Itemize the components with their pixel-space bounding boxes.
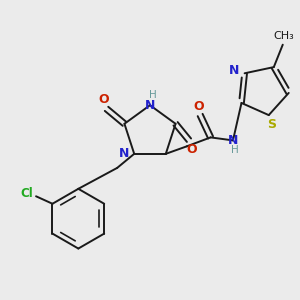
Text: CH₃: CH₃ <box>274 31 295 41</box>
Text: O: O <box>193 100 204 112</box>
Text: Cl: Cl <box>21 187 34 200</box>
Text: O: O <box>187 143 197 156</box>
Text: N: N <box>118 147 129 160</box>
Text: O: O <box>98 93 109 106</box>
Text: N: N <box>145 99 155 112</box>
Text: N: N <box>229 64 239 77</box>
Text: H: H <box>149 90 157 100</box>
Text: S: S <box>267 118 276 130</box>
Text: N: N <box>228 134 238 147</box>
Text: H: H <box>231 145 239 155</box>
